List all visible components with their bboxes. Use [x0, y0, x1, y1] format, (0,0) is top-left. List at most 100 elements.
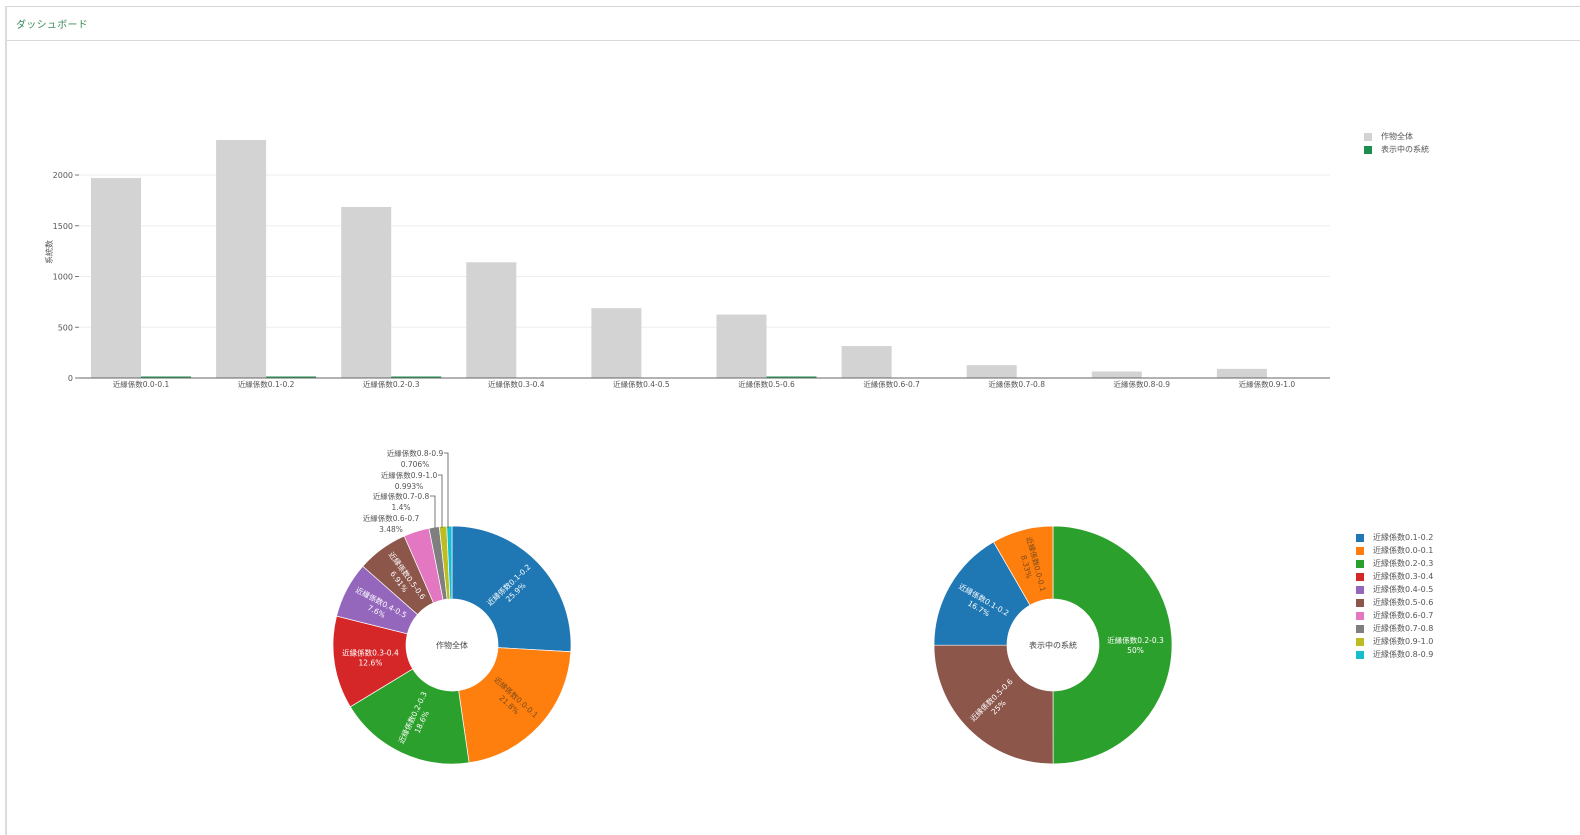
- svg-text:近縁係数0.7-0.8: 近縁係数0.7-0.8: [373, 491, 430, 501]
- legend-swatch: [1356, 572, 1364, 581]
- legend-swatch: [1356, 637, 1364, 646]
- pie-chart-legend: 近縁係数0.1-0.2 近縁係数0.0-0.1 近縁係数0.2-0.3 近縁係数0.3…: [1356, 531, 1433, 661]
- svg-text:1.4%: 1.4%: [391, 503, 410, 512]
- legend-item[interactable]: 近縁係数0.8-0.9: [1356, 648, 1433, 661]
- x-tick-label: 近縁係数0.1-0.2: [238, 379, 295, 389]
- bar-all[interactable]: [91, 178, 141, 378]
- pie-slice[interactable]: [349, 668, 470, 765]
- y-tick-label: 1000: [53, 273, 73, 282]
- legend-item[interactable]: 近縁係数0.1-0.2: [1356, 531, 1433, 544]
- bar-all[interactable]: [341, 206, 392, 378]
- legend-label: 作物全体: [1381, 132, 1413, 141]
- legend-label: 近縁係数0.7-0.8: [1373, 624, 1434, 633]
- bar-shown[interactable]: [266, 376, 317, 379]
- page-header: ダッシュボード: [7, 7, 1580, 41]
- legend-swatch: [1356, 559, 1364, 568]
- svg-text:近縁係数0.3-0.4: 近縁係数0.3-0.4: [342, 647, 399, 657]
- legend-label: 近縁係数0.4-0.5: [1373, 585, 1434, 594]
- legend-item[interactable]: 近縁係数0.5-0.6: [1356, 596, 1433, 609]
- bar-shown[interactable]: [766, 376, 817, 379]
- bar-chart-legend: 作物全体表示中の系統: [1364, 130, 1429, 156]
- svg-text:近縁係数0.8-0.9: 近縁係数0.8-0.9: [387, 448, 444, 458]
- svg-text:近縁係数0.6-0.7: 近縁係数0.6-0.7: [363, 513, 420, 523]
- pie-outside-label: 近縁係数0.6-0.7 3.48%: [363, 513, 420, 534]
- legend-item[interactable]: 近縁係数0.7-0.8: [1356, 622, 1433, 635]
- x-tick-label: 近縁係数0.2-0.3: [363, 379, 420, 389]
- pie-slice-label: 近縁係数0.2-0.350%: [1107, 635, 1164, 655]
- legend-swatch: [1356, 598, 1364, 607]
- pie-slice[interactable]: [933, 644, 1054, 765]
- legend-swatch: [1364, 145, 1372, 154]
- legend-label: 近縁係数0.2-0.3: [1373, 559, 1434, 568]
- pie-charts: 作物全体近縁係数0.1-0.225.9%近縁係数0.0-0.121.8%近縁係数…: [332, 448, 1173, 765]
- legend-label: 近縁係数0.3-0.4: [1373, 572, 1434, 581]
- x-tick-label: 近縁係数0.6-0.7: [863, 379, 920, 389]
- pie-outside-label: 近縁係数0.9-1.0 0.993%: [381, 470, 443, 528]
- legend-label: 近縁係数0.1-0.2: [1373, 533, 1434, 542]
- legend-item[interactable]: 作物全体: [1364, 130, 1429, 143]
- pie-outside-label: 近縁係数0.7-0.8 1.4%: [373, 491, 436, 528]
- pie-center-label: 表示中の系統: [1029, 640, 1077, 650]
- x-tick-label: 近縁係数0.8-0.9: [1114, 379, 1171, 389]
- legend-swatch: [1356, 585, 1364, 594]
- legend-item[interactable]: 表示中の系統: [1364, 143, 1429, 156]
- legend-swatch: [1356, 611, 1364, 620]
- legend-swatch: [1364, 132, 1372, 141]
- y-axis-label: 系統数: [44, 240, 54, 264]
- x-tick-label: 近縁係数0.7-0.8: [988, 379, 1045, 389]
- y-tick-label: 1500: [53, 222, 73, 231]
- pie-slice[interactable]: [458, 647, 572, 764]
- legend-item[interactable]: 近縁係数0.3-0.4: [1356, 570, 1433, 583]
- svg-text:近縁係数0.2-0.3: 近縁係数0.2-0.3: [1107, 635, 1164, 645]
- legend-label: 近縁係数0.8-0.9: [1373, 650, 1434, 659]
- legend-item[interactable]: 近縁係数0.9-1.0: [1356, 635, 1433, 648]
- bar-all[interactable]: [1091, 371, 1142, 378]
- x-tick-label: 近縁係数0.3-0.4: [488, 379, 545, 389]
- pie-slice[interactable]: [446, 525, 453, 600]
- legend-item[interactable]: 近縁係数0.6-0.7: [1356, 609, 1433, 622]
- y-tick-label: 500: [58, 323, 73, 332]
- dashboard-frame: ダッシュボード: [5, 6, 1580, 835]
- svg-text:12.6%: 12.6%: [359, 658, 383, 667]
- bar-all[interactable]: [966, 365, 1017, 378]
- bar-all[interactable]: [591, 308, 642, 378]
- legend-item[interactable]: 近縁係数0.0-0.1: [1356, 544, 1433, 557]
- legend-swatch: [1356, 650, 1364, 659]
- bar-all[interactable]: [216, 139, 267, 378]
- bar-all[interactable]: [841, 346, 892, 378]
- bar-all[interactable]: [716, 314, 767, 378]
- legend-item[interactable]: 近縁係数0.2-0.3: [1356, 557, 1433, 570]
- svg-text:近縁係数0.9-1.0: 近縁係数0.9-1.0: [381, 470, 438, 480]
- svg-text:0.706%: 0.706%: [401, 460, 430, 469]
- legend-swatch: [1356, 624, 1364, 633]
- x-tick-label: 近縁係数0.5-0.6: [738, 379, 795, 389]
- pie-slice-label: 近縁係数0.3-0.412.6%: [342, 647, 399, 667]
- x-tick-label: 近縁係数0.0-0.1: [113, 379, 170, 389]
- svg-text:3.48%: 3.48%: [379, 525, 403, 534]
- pie-slice[interactable]: [1052, 525, 1173, 765]
- x-tick-label: 近縁係数0.4-0.5: [613, 379, 670, 389]
- pie-center-label: 作物全体: [436, 640, 468, 650]
- legend-label: 近縁係数0.6-0.7: [1373, 611, 1434, 620]
- legend-label: 近縁係数0.0-0.1: [1373, 546, 1434, 555]
- pie-slice[interactable]: [993, 525, 1054, 606]
- svg-text:0.993%: 0.993%: [395, 482, 424, 491]
- legend-label: 近縁係数0.9-1.0: [1373, 637, 1434, 646]
- legend-item[interactable]: 近縁係数0.4-0.5: [1356, 583, 1433, 596]
- pie-slice[interactable]: [451, 525, 572, 653]
- x-tick-label: 近縁係数0.9-1.0: [1239, 379, 1296, 389]
- bar-all[interactable]: [466, 262, 517, 378]
- y-tick-label: 0: [68, 374, 73, 383]
- pie-outside-label: 近縁係数0.8-0.9 0.706%: [387, 448, 449, 528]
- pie-slice[interactable]: [933, 541, 1031, 646]
- legend-label: 表示中の系統: [1381, 145, 1429, 154]
- bar-all[interactable]: [1216, 368, 1267, 378]
- svg-text:50%: 50%: [1127, 646, 1144, 655]
- y-tick-label: 2000: [53, 171, 73, 180]
- bar-shown[interactable]: [141, 376, 191, 379]
- bar-shown[interactable]: [391, 376, 442, 379]
- legend-label: 近縁係数0.5-0.6: [1373, 598, 1434, 607]
- legend-swatch: [1356, 546, 1364, 555]
- page-title: ダッシュボード: [16, 20, 89, 31]
